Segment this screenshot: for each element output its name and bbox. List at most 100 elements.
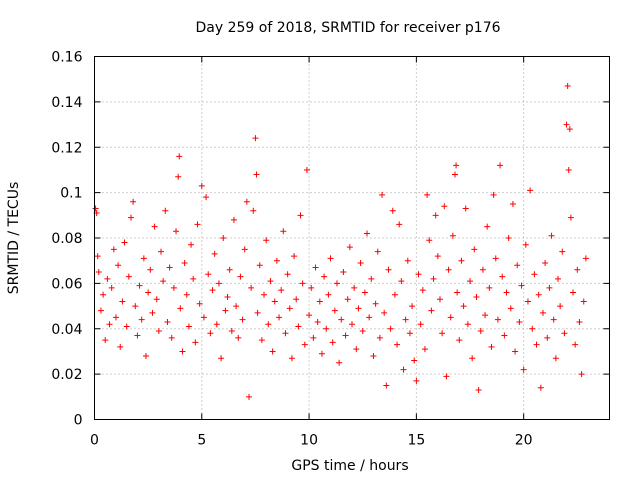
data-point: [121, 239, 128, 246]
data-point: [95, 269, 102, 276]
data-point: [351, 284, 358, 291]
data-point: [550, 316, 557, 323]
data-point: [516, 318, 523, 325]
data-point: [160, 278, 167, 285]
data-point: [456, 337, 463, 344]
data-point: [329, 339, 336, 346]
data-point: [484, 223, 491, 230]
data-point: [524, 298, 531, 305]
data-point: [170, 284, 177, 291]
data-point: [173, 228, 180, 235]
data-point: [250, 207, 257, 214]
axis-ticks: 0 0.02 0.04 0.06 0.08 0.1 0.12 0.14 0.16 0 5 10 15 20: [51, 50, 610, 449]
data-point: [394, 341, 401, 348]
data-point: [488, 343, 495, 350]
data-point: [428, 307, 435, 314]
data-point: [145, 289, 152, 296]
y-axis-label: SRMTID / TECUs: [6, 182, 22, 295]
data-point: [196, 300, 203, 307]
y-tick-label: 0.06: [51, 276, 82, 292]
data-point: [413, 377, 420, 384]
data-point: [492, 255, 499, 262]
data-point: [518, 282, 525, 289]
data-point: [306, 312, 313, 319]
data-point: [539, 309, 546, 316]
y-tick-label: 0.16: [51, 50, 82, 66]
data-point: [233, 303, 240, 310]
data-point: [102, 337, 109, 344]
data-point: [364, 230, 371, 237]
data-point: [353, 346, 360, 353]
chart-title: Day 259 of 2018, SRMTID for receiver p17…: [195, 20, 500, 36]
data-point: [316, 298, 323, 305]
data-point: [207, 330, 214, 337]
data-point: [426, 237, 433, 244]
data-point: [566, 126, 573, 133]
data-point: [271, 298, 278, 305]
data-point: [542, 259, 549, 266]
data-point: [295, 323, 302, 330]
data-point: [340, 269, 347, 276]
data-point: [100, 291, 107, 298]
data-point: [372, 300, 379, 307]
data-point: [430, 275, 437, 282]
data-point: [497, 162, 504, 169]
data-point: [200, 314, 207, 321]
data-point: [190, 275, 197, 282]
data-point: [368, 275, 375, 282]
data-point: [385, 266, 392, 273]
data-point: [198, 182, 205, 189]
data-point: [176, 153, 183, 160]
y-tick-label: 0.02: [51, 367, 82, 383]
data-point: [391, 291, 398, 298]
data-point: [462, 205, 469, 212]
data-point: [475, 387, 482, 394]
data-point: [544, 334, 551, 341]
data-point: [132, 303, 139, 310]
data-point: [226, 266, 233, 273]
data-point: [246, 393, 252, 400]
data-point: [288, 355, 295, 362]
data-point: [267, 278, 274, 285]
data-point: [445, 266, 452, 273]
data-point: [104, 275, 111, 282]
data-point: [336, 359, 343, 366]
data-point: [297, 212, 304, 219]
data-point: [404, 257, 411, 264]
data-point: [357, 259, 364, 266]
data-point: [310, 334, 317, 341]
data-point: [123, 323, 130, 330]
data-point: [522, 241, 529, 248]
data-point: [215, 280, 222, 287]
data-point: [501, 332, 508, 339]
data-points: [92, 82, 589, 400]
data-point: [252, 135, 259, 142]
data-point: [537, 384, 544, 391]
y-tick-label: 0.14: [51, 95, 82, 111]
data-point: [565, 166, 572, 173]
data-point: [527, 187, 534, 194]
data-point: [269, 348, 276, 355]
data-point: [327, 255, 334, 262]
data-point: [265, 321, 272, 328]
data-point: [361, 289, 368, 296]
y-tick-label: 0: [74, 413, 83, 429]
data-point: [149, 309, 156, 316]
data-point: [494, 316, 501, 323]
data-point: [108, 284, 115, 291]
data-point: [460, 303, 467, 310]
data-point: [209, 287, 216, 294]
data-point: [314, 318, 321, 325]
x-tick-label: 10: [300, 433, 318, 449]
data-point: [284, 271, 291, 278]
data-point: [308, 284, 315, 291]
data-point: [464, 321, 471, 328]
data-point: [278, 287, 285, 294]
data-point: [469, 355, 476, 362]
data-point: [376, 334, 383, 341]
data-point: [261, 291, 268, 298]
data-point: [563, 121, 570, 128]
data-point: [411, 357, 418, 364]
data-point: [379, 191, 386, 198]
